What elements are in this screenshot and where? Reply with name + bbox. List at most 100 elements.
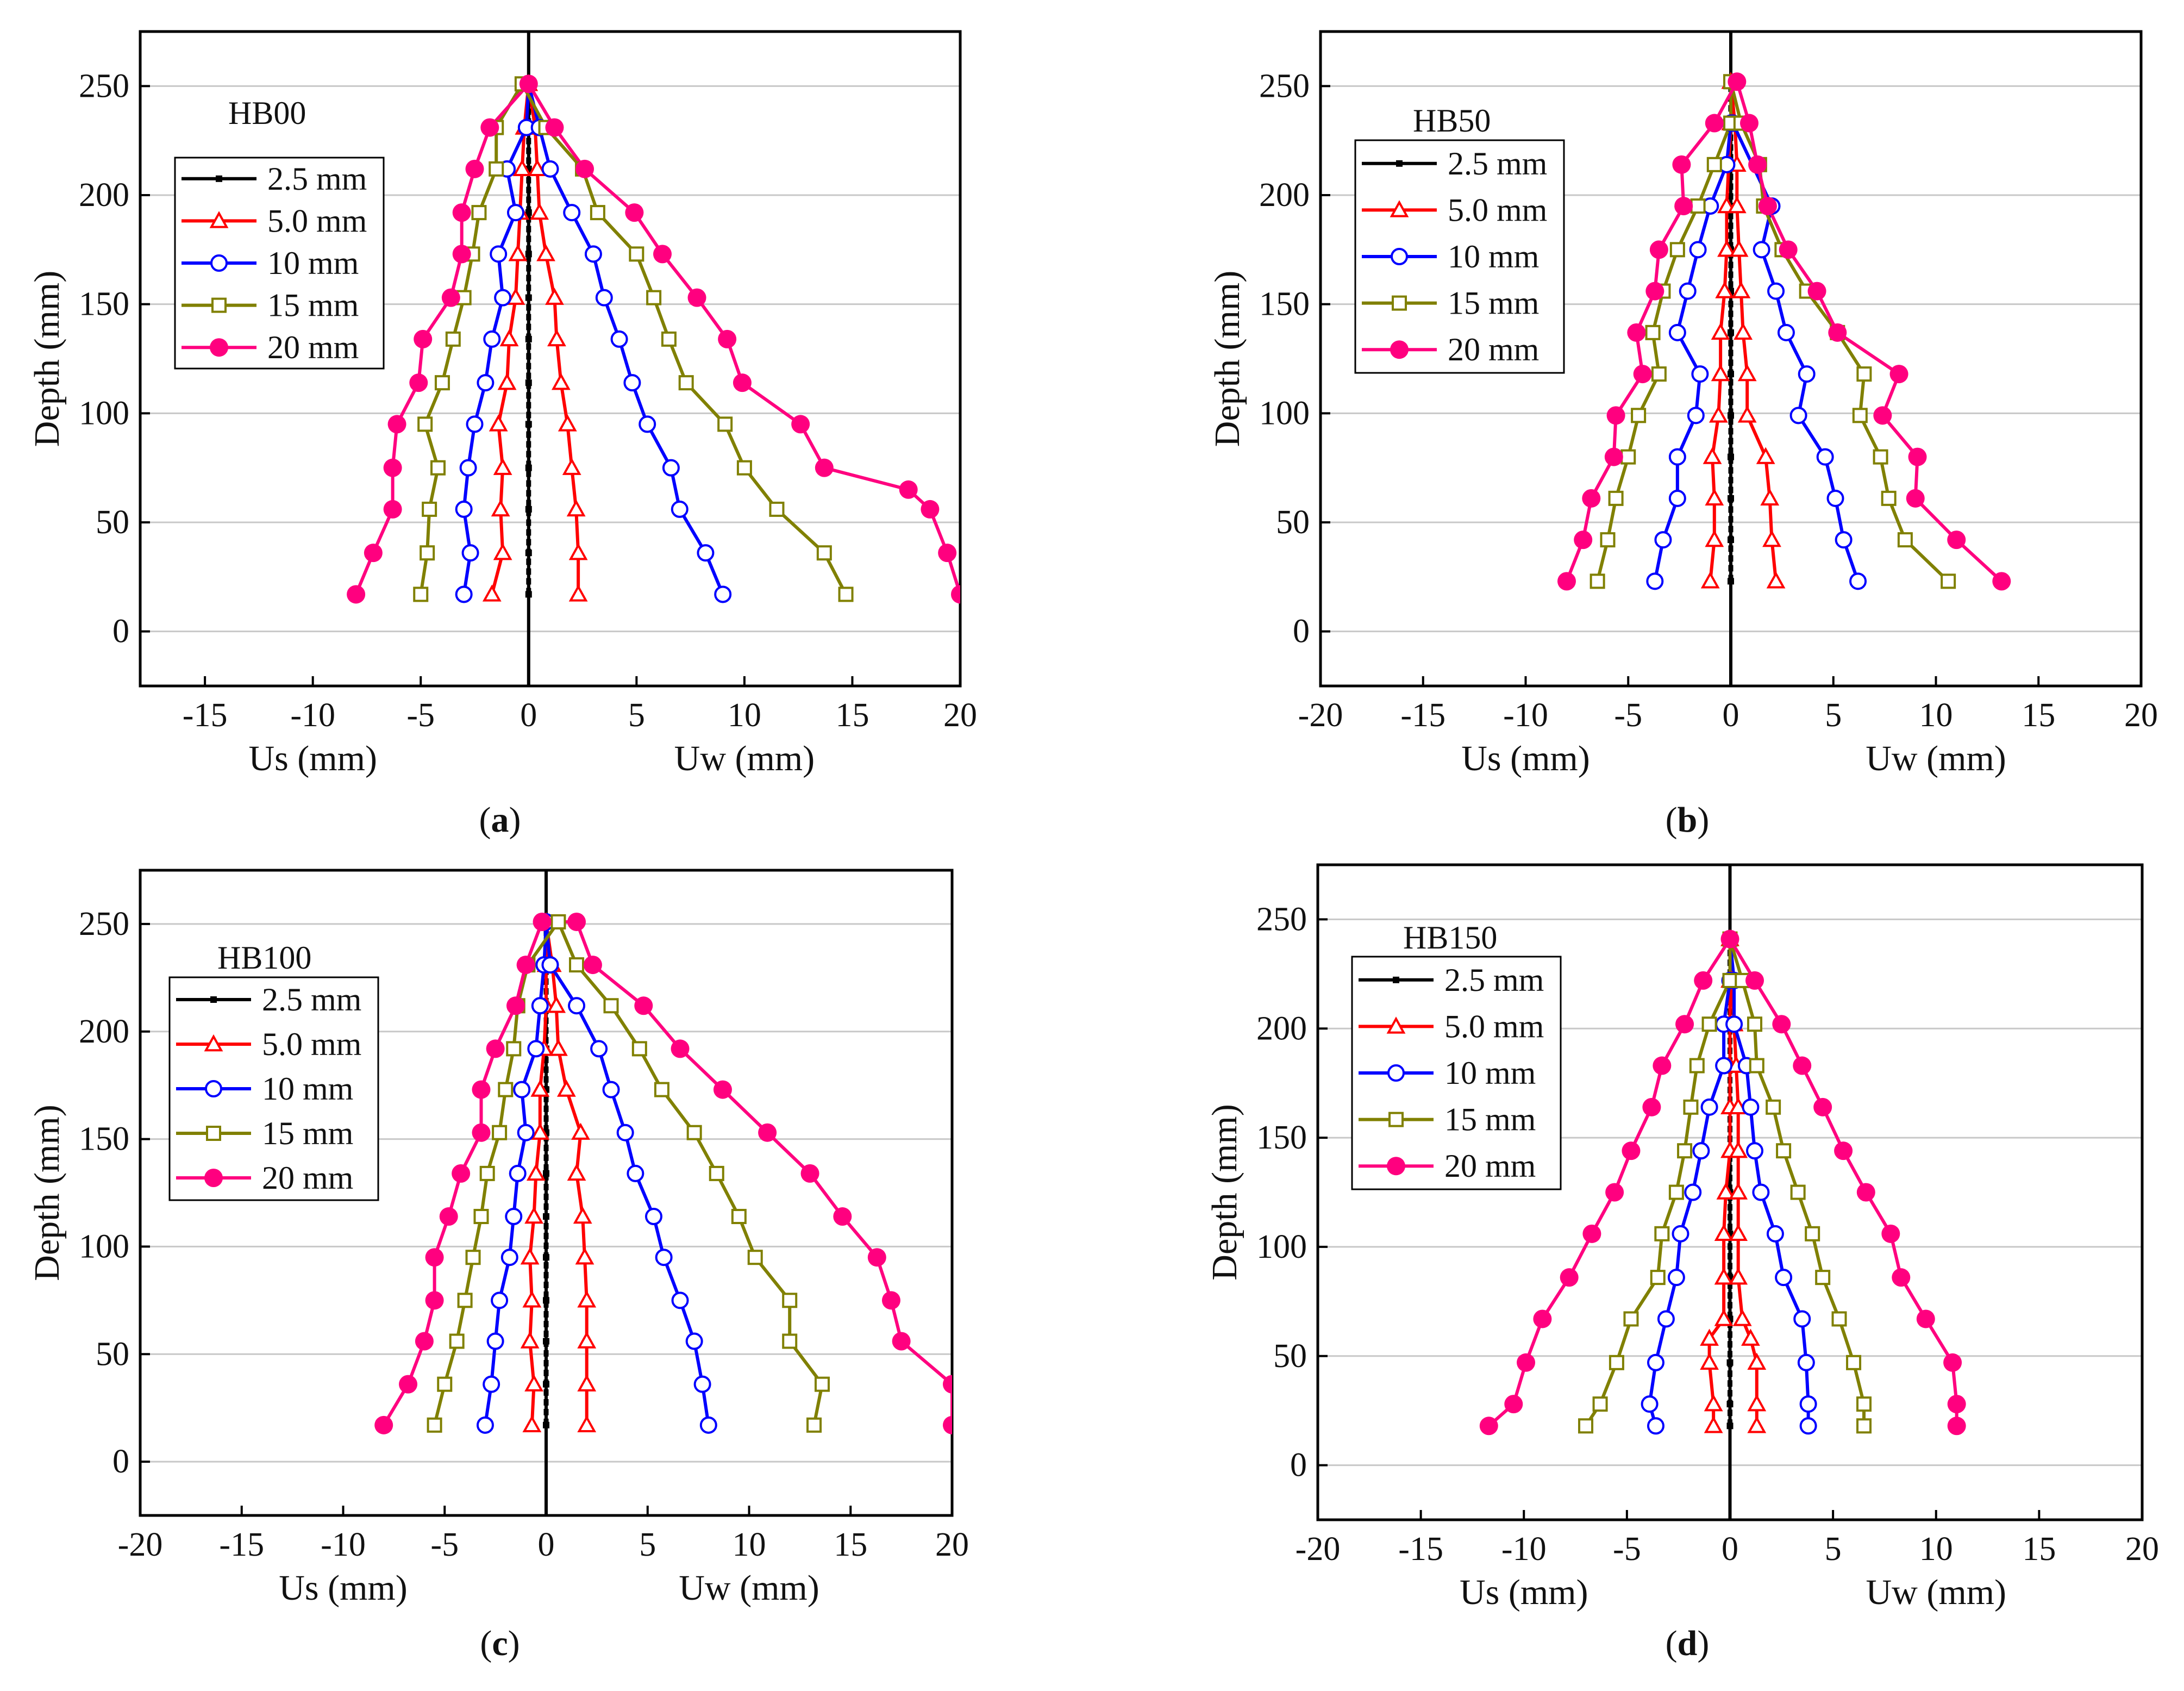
data-point bbox=[1748, 155, 1767, 174]
data-point bbox=[530, 1080, 550, 1097]
data-point bbox=[1715, 1057, 1733, 1075]
data-point bbox=[867, 1248, 886, 1267]
data-point bbox=[525, 209, 532, 216]
data-point bbox=[1753, 241, 1770, 259]
data-point bbox=[1908, 447, 1927, 466]
data-point bbox=[1689, 1058, 1705, 1074]
data-point bbox=[1816, 448, 1834, 466]
data-point bbox=[1747, 1416, 1767, 1433]
data-point bbox=[1737, 364, 1757, 382]
legend-marker bbox=[211, 297, 227, 313]
data-point bbox=[1620, 449, 1636, 465]
data-point bbox=[461, 544, 479, 562]
data-point bbox=[1873, 449, 1888, 465]
data-point bbox=[1947, 531, 1966, 550]
data-point bbox=[1831, 1311, 1847, 1327]
data-point bbox=[1672, 155, 1691, 174]
legend-marker bbox=[209, 211, 229, 228]
data-point bbox=[1705, 529, 1724, 547]
data-point bbox=[452, 245, 471, 264]
data-point bbox=[1645, 282, 1664, 301]
data-point bbox=[1726, 1359, 1734, 1366]
x-tick-label: 0 bbox=[520, 697, 537, 734]
data-point bbox=[472, 1080, 491, 1099]
data-point bbox=[1873, 406, 1892, 425]
data-point bbox=[1741, 1328, 1760, 1346]
data-point bbox=[1728, 453, 1734, 460]
legend-marker bbox=[1396, 160, 1403, 167]
data-point bbox=[547, 996, 566, 1013]
data-area bbox=[347, 74, 960, 604]
x-tick-label: 10 bbox=[733, 1526, 766, 1563]
data-point bbox=[833, 1207, 852, 1226]
data-point bbox=[525, 294, 532, 301]
data-point bbox=[1789, 407, 1807, 425]
data-point bbox=[590, 205, 605, 221]
data-point bbox=[509, 1164, 527, 1182]
data-point bbox=[525, 421, 532, 428]
data-point bbox=[1728, 578, 1734, 585]
data-point bbox=[595, 289, 613, 307]
data-point bbox=[1881, 1224, 1900, 1243]
data-point bbox=[508, 244, 528, 261]
data-point bbox=[399, 1375, 418, 1394]
data-point bbox=[1668, 489, 1686, 507]
data-point bbox=[1694, 971, 1713, 990]
data-point bbox=[1728, 495, 1734, 502]
data-point bbox=[550, 914, 566, 929]
data-point bbox=[1701, 1016, 1717, 1032]
data-point bbox=[575, 159, 595, 178]
data-point bbox=[545, 288, 564, 305]
data-point bbox=[1692, 1142, 1710, 1160]
data-point bbox=[1668, 448, 1686, 466]
data-point bbox=[1897, 532, 1913, 548]
data-point bbox=[525, 506, 532, 513]
data-point bbox=[1627, 323, 1646, 342]
data-point bbox=[583, 956, 602, 975]
data-point bbox=[569, 957, 585, 973]
data-point bbox=[1706, 157, 1722, 172]
data-point bbox=[516, 956, 535, 975]
data-point bbox=[543, 1254, 549, 1261]
data-point bbox=[1947, 1417, 1966, 1436]
data-point bbox=[644, 1208, 662, 1226]
data-point bbox=[1758, 197, 1777, 216]
data-point bbox=[1714, 1224, 1734, 1241]
data-point bbox=[1779, 240, 1798, 259]
legend-marker bbox=[1392, 295, 1407, 311]
y-tick-label: 250 bbox=[79, 67, 129, 104]
data-point bbox=[500, 1249, 518, 1266]
legend-marker bbox=[1393, 976, 1399, 983]
legend-label: 10 mm bbox=[1448, 239, 1539, 274]
data-point bbox=[838, 586, 854, 602]
data-point bbox=[1742, 1098, 1760, 1116]
data-point bbox=[1767, 282, 1785, 300]
data-point bbox=[465, 1250, 481, 1265]
data-point bbox=[1504, 1395, 1523, 1414]
data-point bbox=[573, 1206, 592, 1224]
data-point bbox=[512, 159, 532, 177]
data-point bbox=[1677, 1143, 1693, 1159]
data-point bbox=[1675, 1015, 1694, 1034]
data-point bbox=[459, 459, 477, 477]
data-point bbox=[543, 1338, 549, 1345]
data-point bbox=[476, 1416, 494, 1434]
data-point bbox=[714, 585, 732, 603]
data-point bbox=[1852, 408, 1868, 423]
data-point bbox=[1728, 536, 1734, 544]
data-point bbox=[1745, 971, 1764, 990]
data-point bbox=[1726, 1422, 1734, 1430]
series-line bbox=[1653, 121, 1860, 582]
legend-label: 2.5 mm bbox=[1448, 146, 1547, 182]
y-tick-label: 150 bbox=[79, 286, 129, 323]
data-point bbox=[1881, 490, 1897, 506]
chart-panel-4: 0 50 100 150 200 250 -20 -15 -10 -5 0 5 10 15 20 Depth … bbox=[1205, 863, 2159, 1663]
data-point bbox=[489, 161, 504, 177]
data-point bbox=[1835, 531, 1853, 549]
data-point bbox=[558, 414, 577, 432]
legend-label: 10 mm bbox=[267, 245, 359, 281]
data-point bbox=[1775, 1269, 1793, 1287]
data-point bbox=[1856, 1183, 1875, 1202]
data-point bbox=[522, 1290, 542, 1308]
data-point bbox=[543, 1170, 549, 1177]
